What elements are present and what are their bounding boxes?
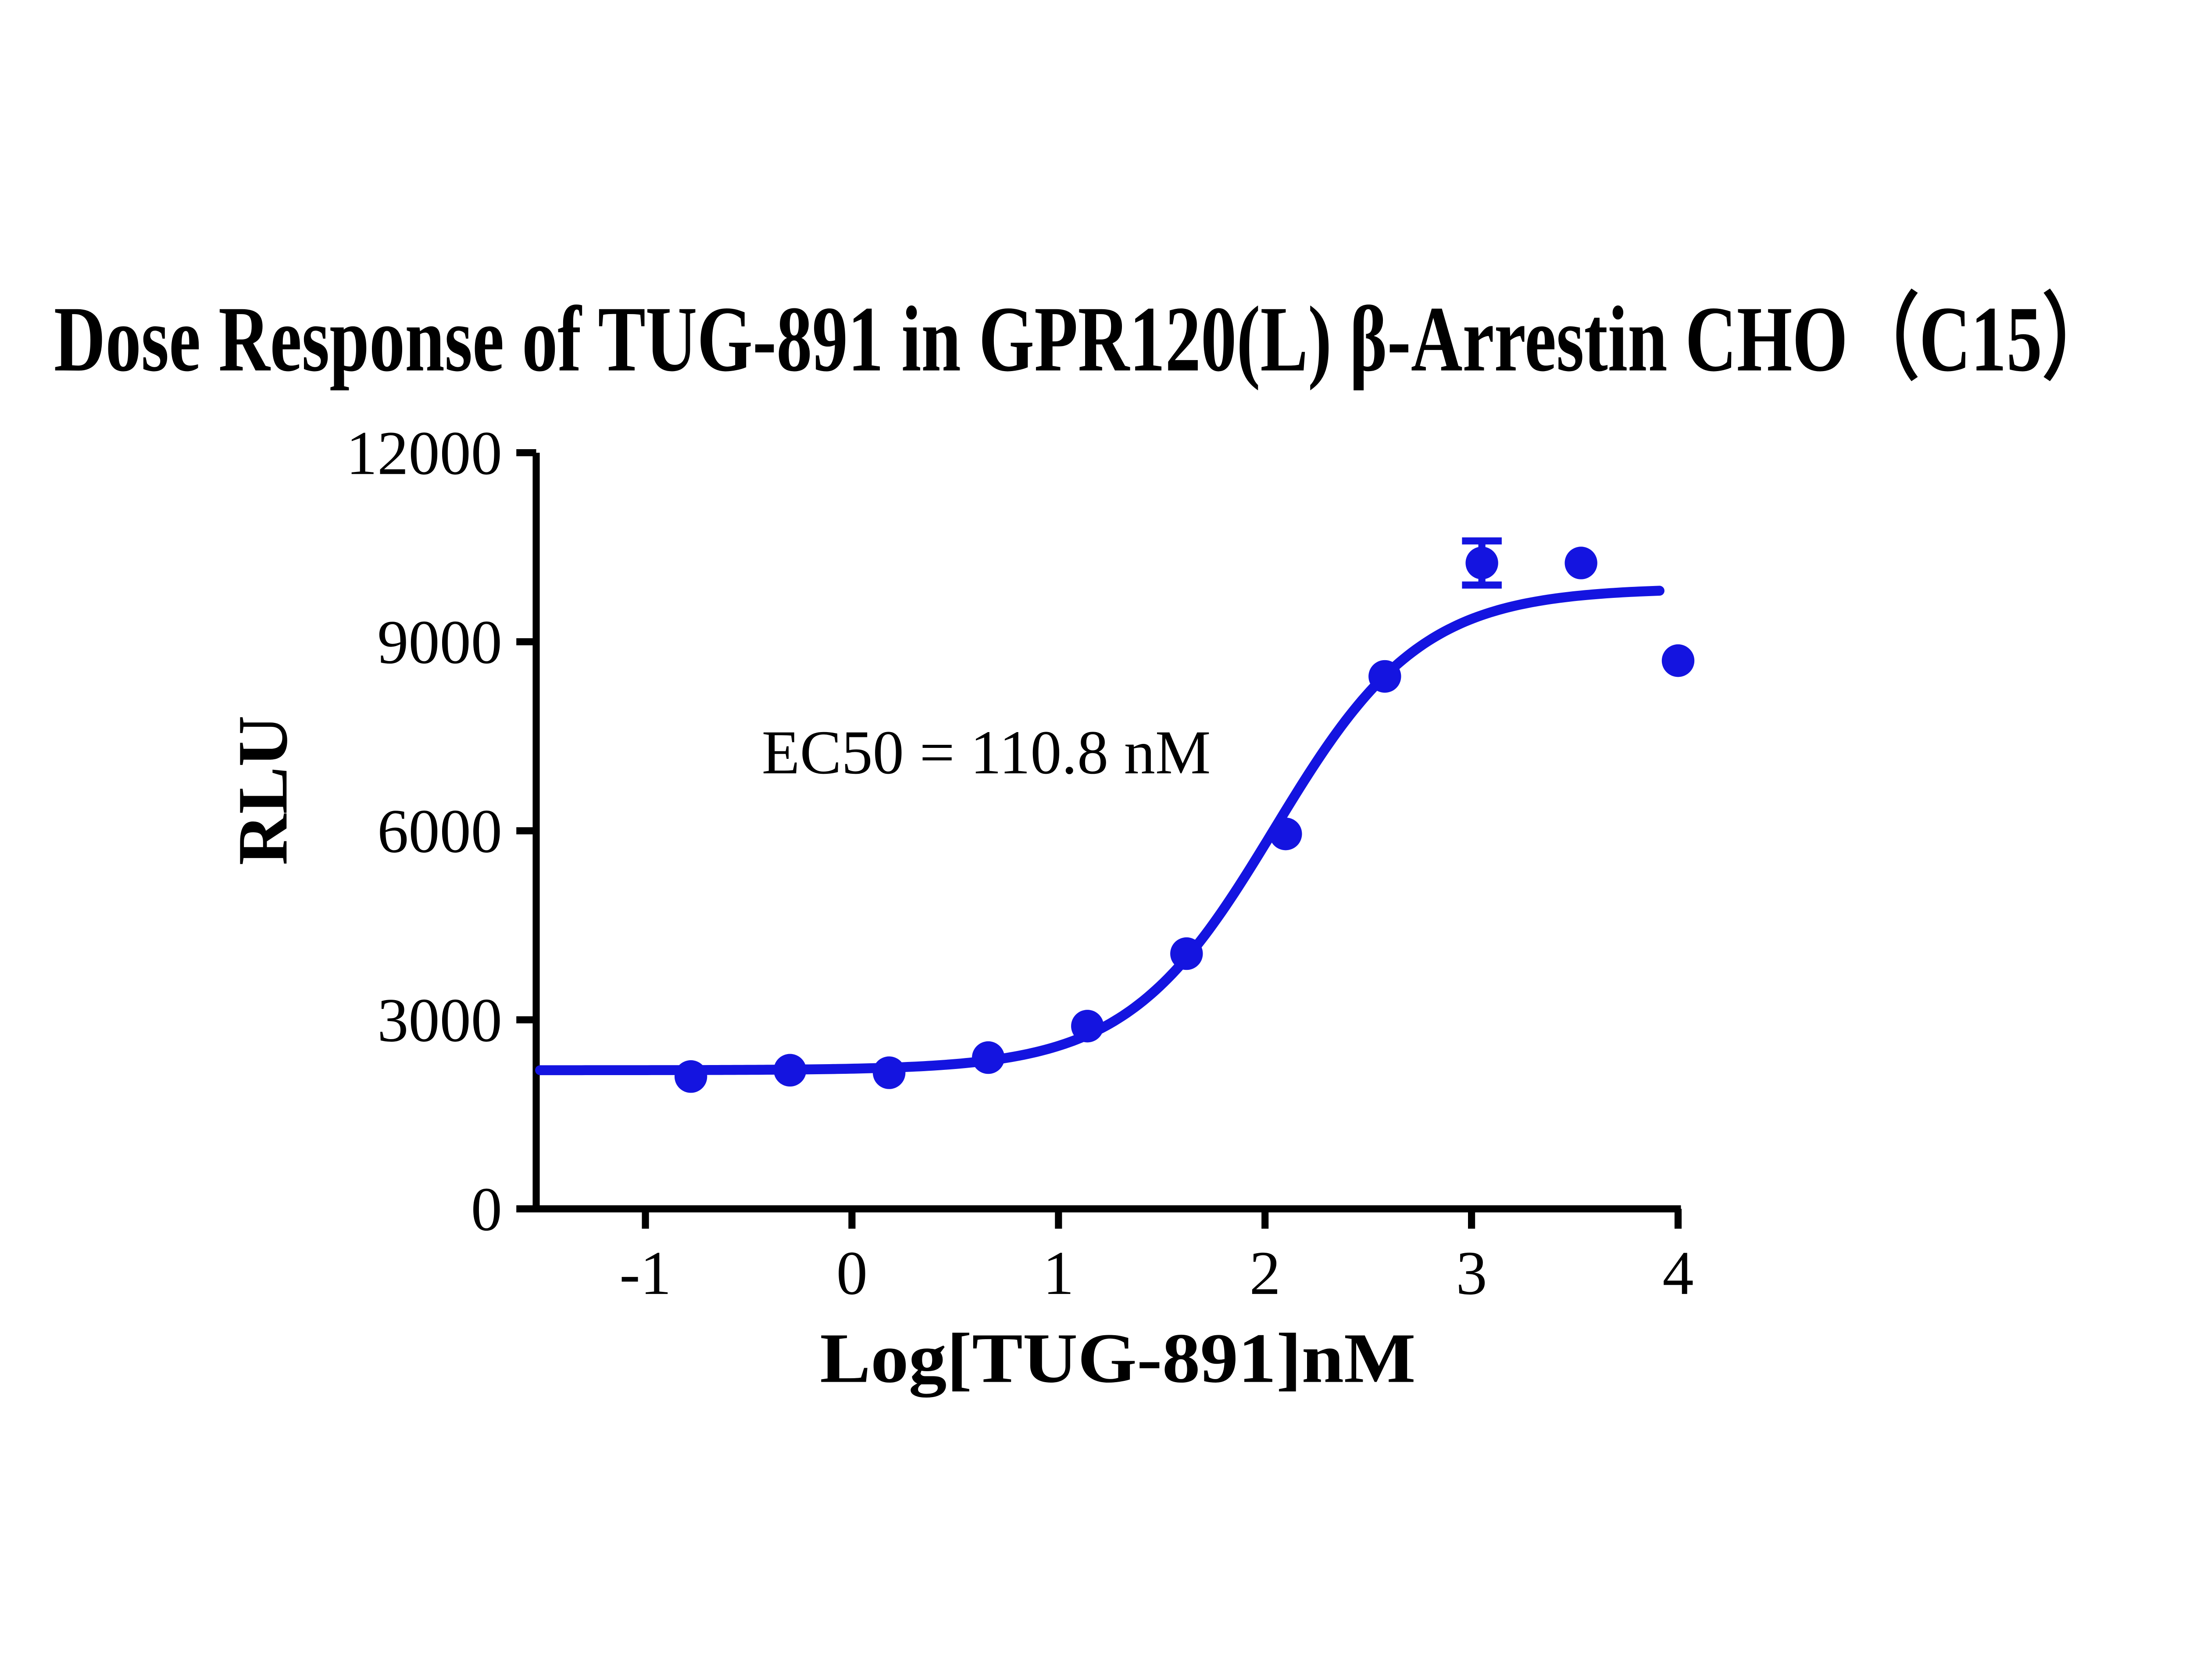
x-axis-title: Log[TUG-891]nM [820, 1319, 1415, 1398]
y-tick-label: 9000 [377, 608, 502, 677]
x-tick-label: -1 [619, 1238, 671, 1308]
x-tick-label: 3 [1456, 1238, 1487, 1308]
x-tick-label: 0 [836, 1238, 868, 1308]
data-point [1071, 1010, 1104, 1043]
x-tick-label: 1 [1043, 1238, 1074, 1308]
data-point [1465, 547, 1498, 579]
data-point [1170, 937, 1203, 970]
ec50-annotation: EC50 = 110.8 nM [762, 718, 1211, 787]
x-tick-label: 4 [1662, 1238, 1693, 1308]
y-tick-label: 0 [471, 1174, 502, 1244]
data-point [1368, 660, 1401, 693]
x-tick-label: 2 [1250, 1238, 1281, 1308]
axes: 0 3000 6000 9000 12000 -1 0 1 2 3 4 [346, 418, 1693, 1308]
y-tick-label: 3000 [377, 985, 502, 1054]
y-axis-title: RLU [223, 715, 302, 865]
data-point [1564, 547, 1597, 579]
data-point [873, 1056, 906, 1089]
y-tick-label: 12000 [346, 418, 502, 488]
data-point [773, 1054, 807, 1087]
chart-title: Dose Response of TUG-891 in GPR120(L) β-… [54, 287, 2114, 391]
y-tick-label: 6000 [377, 796, 502, 865]
data-point [674, 1060, 707, 1093]
data-point [1269, 817, 1302, 851]
data-series [535, 537, 1695, 1093]
fit-curve [535, 586, 1664, 1076]
data-point [1661, 644, 1695, 677]
data-point [972, 1041, 1005, 1074]
